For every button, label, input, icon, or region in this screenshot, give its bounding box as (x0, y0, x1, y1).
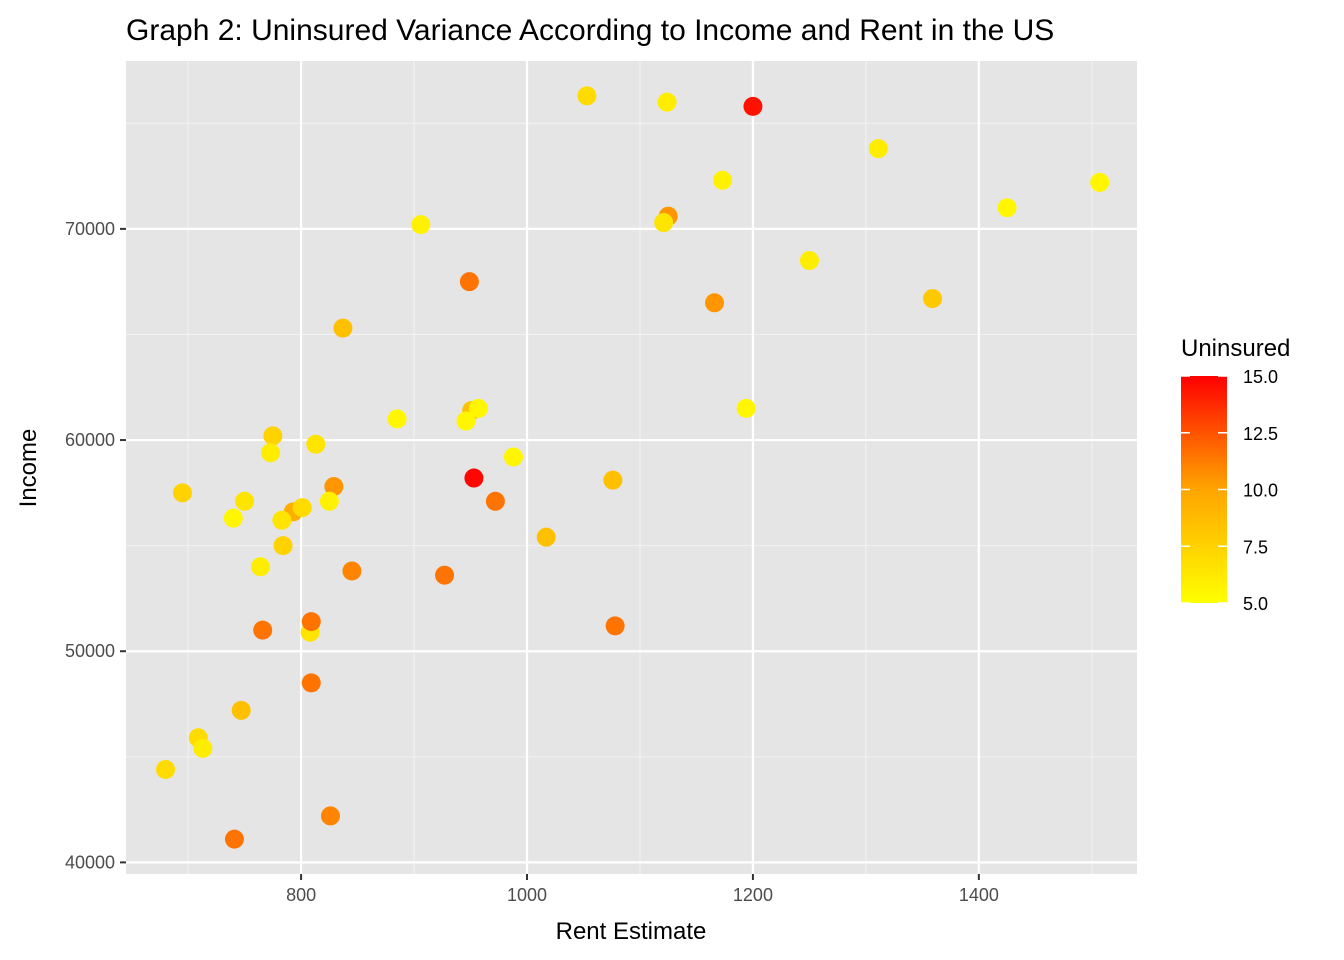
data-point (799, 251, 819, 271)
y-axis-title: Income (15, 429, 42, 508)
data-point (387, 409, 407, 429)
data-points (156, 86, 1110, 849)
plot-panel (126, 61, 1137, 874)
legend-break-label: 10.0 (1243, 481, 1278, 501)
data-point (712, 170, 732, 190)
y-tick-label: 60000 (65, 430, 115, 450)
data-point (485, 491, 505, 511)
legend-break-label: 5.0 (1243, 594, 1268, 614)
x-axis-title: Rent Estimate (556, 918, 707, 945)
data-point (319, 491, 339, 511)
data-point (997, 198, 1017, 218)
data-point (603, 470, 623, 490)
data-point (172, 483, 192, 503)
data-point (923, 289, 943, 309)
legend-break-label: 15.0 (1243, 367, 1278, 387)
data-point (342, 561, 362, 581)
color-legend: Uninsured 5.0 7.5 10.0 12.5 15.0 (1181, 335, 1290, 614)
y-tick-label: 70000 (65, 219, 115, 239)
data-point (459, 272, 479, 292)
data-point (250, 557, 270, 577)
data-point (261, 443, 281, 463)
legend-ticks: 5.0 7.5 10.0 12.5 15.0 (1181, 367, 1278, 614)
data-point (320, 806, 340, 826)
data-point (263, 426, 283, 446)
data-point (605, 616, 625, 636)
data-point (156, 759, 176, 779)
data-point (705, 293, 725, 313)
data-point (577, 86, 597, 106)
data-point (223, 508, 243, 528)
data-point (435, 565, 455, 585)
data-point (468, 398, 488, 418)
data-point (743, 96, 763, 116)
major-grid (126, 61, 1137, 874)
data-point (272, 510, 292, 530)
data-point (333, 318, 353, 338)
legend-break-label: 12.5 (1243, 424, 1278, 444)
y-tick-label: 50000 (65, 641, 115, 661)
data-point (657, 92, 677, 112)
x-tick-label: 1200 (733, 885, 773, 905)
x-tick-label: 800 (286, 885, 316, 905)
x-axis: 800 1000 1200 1400 (286, 874, 999, 905)
data-point (868, 139, 888, 159)
y-tick-label: 40000 (65, 852, 115, 872)
data-point (503, 447, 523, 467)
data-point (654, 213, 674, 233)
x-tick-label: 1000 (507, 885, 547, 905)
minor-grid (126, 61, 1137, 874)
data-point (324, 477, 344, 497)
data-point (536, 527, 556, 547)
data-point (224, 829, 244, 849)
data-point (456, 411, 476, 431)
data-point (193, 738, 213, 758)
legend-break-label: 7.5 (1243, 537, 1268, 557)
data-point (306, 434, 326, 454)
data-point (292, 498, 312, 518)
data-point (464, 468, 484, 488)
y-axis: 40000 50000 60000 70000 (65, 219, 126, 872)
x-tick-label: 1400 (959, 885, 999, 905)
data-point (235, 491, 255, 511)
data-point (301, 673, 321, 693)
data-point (736, 398, 756, 418)
data-point (301, 612, 321, 632)
data-point (1090, 172, 1110, 192)
data-point (411, 215, 431, 235)
data-point (231, 700, 251, 720)
legend-title: Uninsured (1181, 335, 1290, 362)
chart-title: Graph 2: Uninsured Variance According to… (126, 14, 1054, 47)
data-point (273, 536, 293, 556)
data-point (253, 620, 273, 640)
